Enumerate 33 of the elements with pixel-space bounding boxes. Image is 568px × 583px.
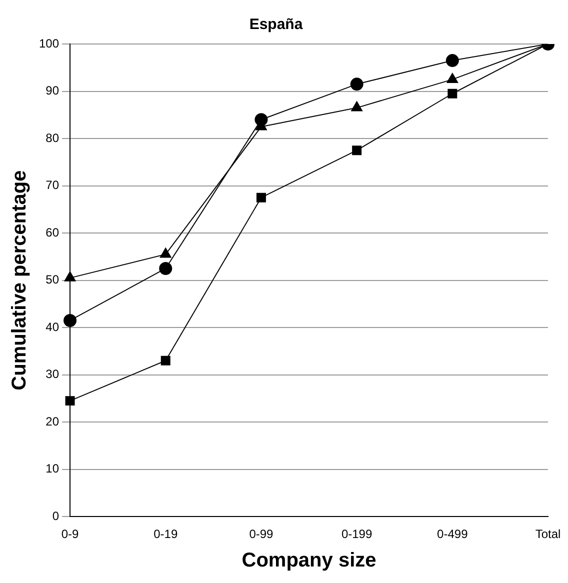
- y-tick-label: 50: [46, 272, 60, 287]
- y-tick-label: 80: [46, 130, 60, 145]
- point: [160, 356, 170, 366]
- y-tick-label: 60: [46, 225, 60, 240]
- x-tick-label: 0-99: [249, 527, 274, 542]
- point: [351, 101, 363, 112]
- y-tick-label: 20: [46, 414, 60, 428]
- point: [160, 248, 172, 258]
- point: [65, 396, 75, 406]
- point: [159, 262, 172, 275]
- y-axis-title: Cumulative percentage: [8, 170, 31, 390]
- x-tick-label: 0-199: [341, 527, 372, 542]
- x-tick-label: 0-9: [61, 527, 80, 542]
- x-tick-label: Total: [535, 527, 561, 542]
- point: [446, 54, 459, 68]
- y-tick-label: 30: [46, 367, 60, 382]
- y-tick-label: 10: [46, 462, 60, 476]
- point: [446, 72, 458, 83]
- chart-title: España: [249, 16, 304, 34]
- point: [352, 146, 362, 156]
- y-tick-label: 70: [46, 178, 60, 192]
- point: [64, 271, 76, 282]
- point: [256, 192, 266, 202]
- y-tick-label: 90: [46, 84, 60, 98]
- point: [254, 113, 268, 126]
- y-tick-label: 40: [46, 320, 60, 334]
- y-tick-label: 100: [38, 36, 60, 50]
- y-tick-label: 0: [52, 508, 60, 523]
- point: [448, 88, 458, 98]
- x-tick-label: 0-19: [154, 527, 178, 542]
- x-axis-title: Company size: [242, 550, 376, 572]
- point: [350, 78, 364, 91]
- x-tick-label: 0-499: [437, 527, 468, 542]
